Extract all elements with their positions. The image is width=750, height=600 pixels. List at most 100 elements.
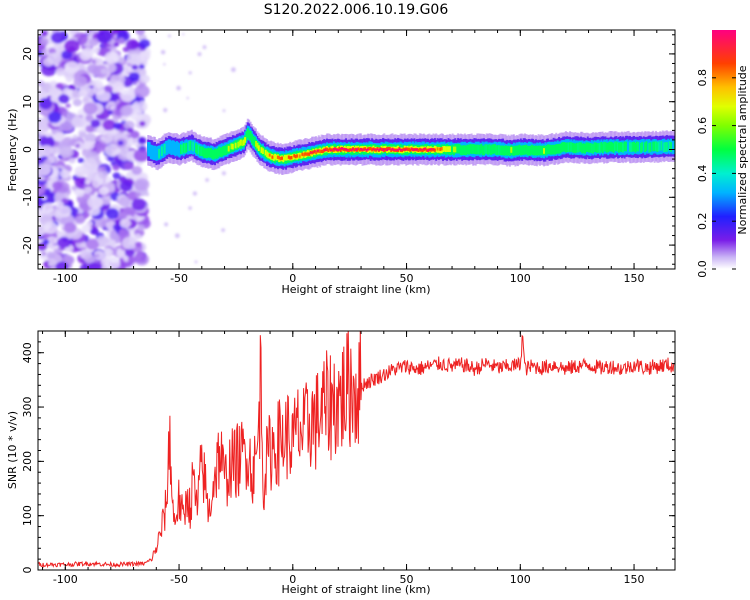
- heatmap-cell: [500, 145, 503, 156]
- heatmap-cell: [448, 146, 451, 152]
- heatmap-cell: [138, 64, 145, 70]
- heatmap-cell: [455, 143, 458, 154]
- heatmap-cell: [302, 153, 305, 157]
- heatmap-cell: [346, 149, 349, 151]
- heatmap-cell: [413, 148, 416, 151]
- heatmap-cell: [623, 141, 626, 152]
- heatmap-cell: [126, 53, 141, 65]
- heatmap-cell: [548, 144, 551, 155]
- heatmap-cell: [398, 147, 401, 154]
- heatmap-cell: [519, 145, 522, 156]
- heatmap-cell: [136, 224, 145, 231]
- heatmap-cell: [427, 149, 429, 152]
- heatmap-cell: [616, 142, 619, 152]
- snr-y-tick-label: 200: [21, 451, 34, 472]
- heatmap-cell: [461, 145, 464, 156]
- heatmap-cell: [579, 142, 582, 152]
- spectrogram-y-axis-label: Frequency (Hz): [6, 109, 19, 192]
- spectrogram-y-axis: -20 -10 0 10 20: [21, 34, 675, 265]
- heatmap-cell: [135, 30, 145, 36]
- spectrogram-y-tick-label: 20: [21, 47, 34, 61]
- heatmap-cell: [86, 221, 93, 227]
- heatmap-cell: [323, 148, 326, 151]
- heatmap-cell: [637, 141, 640, 152]
- heatmap-cell: [429, 148, 432, 150]
- heatmap-cell: [446, 146, 449, 152]
- heatmap-cell: [491, 144, 494, 155]
- heatmap-cell: [38, 163, 52, 176]
- heatmap-cell: [387, 148, 390, 151]
- heatmap-cell: [283, 154, 286, 161]
- heatmap-cell: [102, 119, 116, 131]
- heatmap-cell: [248, 130, 251, 140]
- heatmap-cell: [40, 117, 50, 125]
- heatmap-cell: [365, 149, 368, 151]
- heatmap-cell: [594, 142, 597, 153]
- heatmap-cell: [81, 224, 92, 233]
- heatmap-cell: [321, 149, 324, 153]
- heatmap-cell: [221, 171, 226, 176]
- heatmap-cell: [474, 144, 477, 155]
- snr-x-axis: -100 -50 0 50 100 150: [42, 331, 658, 586]
- heatmap-cell: [43, 221, 58, 234]
- heatmap-cell: [418, 147, 421, 152]
- heatmap-cell: [250, 133, 253, 144]
- heatmap-cell: [38, 80, 45, 87]
- heatmap-cell: [128, 72, 140, 82]
- snr-y-axis-label: SNR (10 * v/v): [6, 411, 19, 489]
- heatmap-cell: [87, 196, 103, 209]
- heatmap-cell: [38, 127, 45, 136]
- heatmap-cell: [472, 144, 475, 154]
- heatmap-cell: [139, 39, 150, 49]
- heatmap-cell: [223, 145, 226, 156]
- heatmap-ridge: [147, 118, 675, 175]
- heatmap-cell: [65, 76, 73, 83]
- heatmap-cell: [569, 142, 571, 152]
- heatmap-cell: [488, 144, 491, 154]
- heatmap-cell: [586, 142, 589, 152]
- heatmap-cell: [95, 141, 108, 152]
- heatmap-cell: [192, 141, 195, 152]
- heatmap-cell: [192, 191, 197, 196]
- heatmap-cell: [502, 145, 505, 156]
- heatmap-cell: [260, 147, 263, 153]
- heatmap-cell: [107, 110, 114, 115]
- heatmap-cell: [383, 148, 386, 150]
- heatmap-cell: [215, 149, 218, 159]
- heatmap-cell: [96, 126, 105, 133]
- heatmap-cell: [353, 148, 356, 152]
- heatmap-cell: [46, 52, 62, 65]
- heatmap-cell: [376, 148, 379, 151]
- heatmap-cell: [203, 148, 206, 158]
- heatmap-cell: [406, 147, 409, 151]
- snr-x-tick-label: 150: [624, 573, 645, 586]
- heatmap-cell: [584, 144, 586, 154]
- heatmap-cell: [111, 47, 117, 52]
- heatmap-cell: [71, 116, 86, 128]
- heatmap-cell: [118, 176, 127, 183]
- heatmap-cell: [563, 142, 566, 152]
- heatmap-cell: [629, 142, 631, 152]
- heatmap-cell: [259, 144, 262, 154]
- spectrogram-y-tick-label: 0: [21, 146, 34, 153]
- heatmap-cell: [197, 144, 200, 154]
- heatmap-cell: [151, 145, 154, 160]
- heatmap-cell: [571, 142, 574, 153]
- heatmap-cell: [124, 162, 134, 171]
- heatmap-cell: [388, 146, 391, 151]
- heatmap-cell: [118, 228, 127, 235]
- heatmap-cell: [55, 261, 69, 269]
- heatmap-cell: [131, 198, 147, 211]
- heatmap-cell: [101, 133, 114, 143]
- figure-title: S120.2022.006.10.19.G06: [264, 2, 449, 18]
- heatmap-cell: [468, 145, 470, 155]
- heatmap-cell: [342, 147, 345, 150]
- heatmap-cell: [574, 143, 577, 154]
- snr-x-tick-label: -50: [170, 573, 188, 586]
- heatmap-cell: [85, 115, 93, 121]
- heatmap-cell: [641, 141, 644, 152]
- colorbar-tick-label: 0.0: [696, 260, 709, 278]
- heatmap-cell: [409, 148, 412, 152]
- heatmap-cell: [511, 145, 514, 156]
- heatmap-cell: [552, 144, 555, 155]
